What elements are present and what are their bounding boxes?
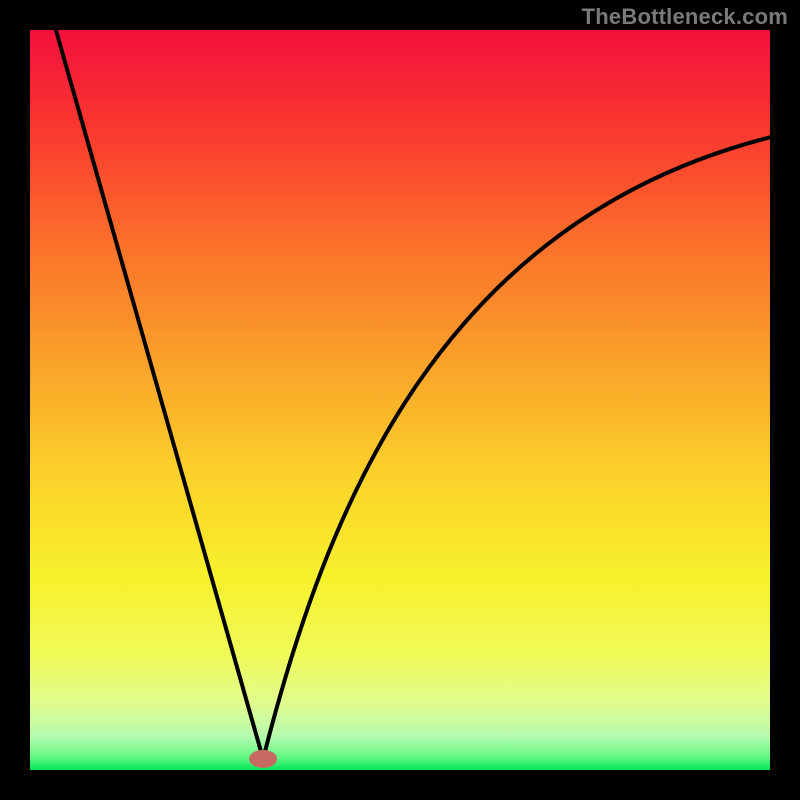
chart-container: TheBottleneck.com [0,0,800,800]
watermark-text: TheBottleneck.com [582,4,788,30]
vertex-marker [249,750,277,768]
plot-background [30,30,770,770]
bottleneck-chart [0,0,800,800]
